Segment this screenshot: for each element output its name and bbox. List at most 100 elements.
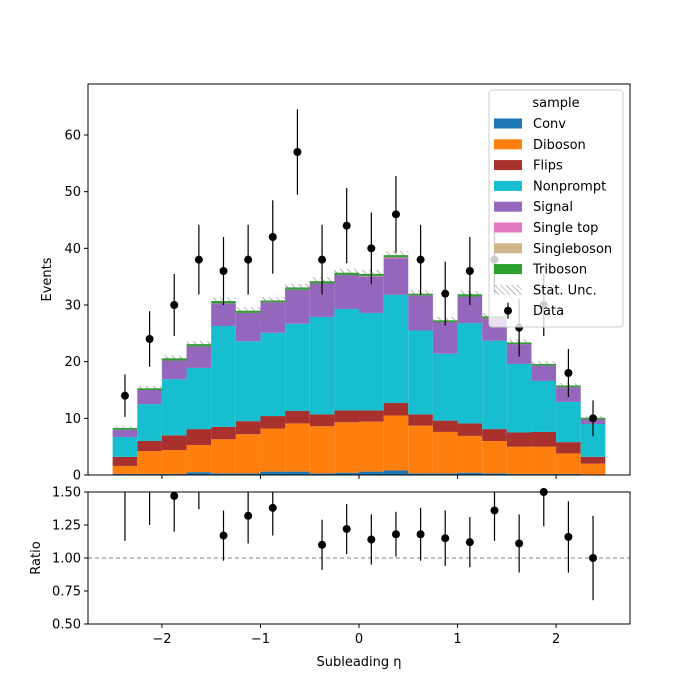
bar-flips-5: [235, 421, 261, 435]
bar-flips-6: [260, 416, 286, 429]
data-marker-1: [145, 335, 154, 343]
bar-diboson-16: [506, 446, 532, 474]
legend-title: sample: [532, 96, 579, 111]
bar-signal-3: [186, 346, 212, 368]
bar-diboson-3: [186, 444, 212, 473]
legend-swatch: [494, 160, 522, 171]
legend-swatch: [494, 264, 522, 275]
ratio-marker-2: [170, 491, 179, 500]
bar-flips-9: [334, 410, 359, 423]
bar-nonprompt-16: [506, 363, 532, 433]
ratio-point-14: [465, 517, 474, 568]
bar-flips-14: [457, 423, 483, 436]
legend-label: Nonprompt: [533, 179, 606, 194]
bar-flips-1: [137, 441, 162, 452]
stacked-bars: [112, 255, 606, 475]
bar-conv-6: [260, 471, 286, 475]
bar-nonprompt-3: [186, 367, 212, 430]
bar-nonprompt-13: [432, 353, 458, 421]
legend-item-signal: Signal: [494, 200, 573, 215]
bar-conv-2: [161, 473, 187, 475]
main-x-ticks: [161, 475, 557, 479]
ratio-point-19: [589, 515, 598, 601]
legend-label: Diboson: [533, 138, 586, 153]
ratio-marker-4: [219, 531, 228, 540]
ratio-marker-6: [268, 503, 277, 512]
legend-label: Signal: [533, 200, 573, 215]
legend-label: Flips: [533, 159, 563, 174]
legend-label: Stat. Unc.: [533, 283, 597, 298]
legend-label: Triboson: [532, 263, 587, 278]
ratio-point-4: [219, 510, 228, 561]
ratio-y-tick-label: 1.00: [52, 552, 81, 567]
legend-item-triboson: Triboson: [494, 263, 587, 278]
stat-unc-band-11: [383, 251, 409, 260]
ratio-y-tick-label: 0.50: [52, 618, 81, 633]
ratio-y-tick-label: 1.25: [52, 519, 81, 534]
bar-flips-19: [580, 456, 606, 464]
main-plot: 0 10 20 30 40 50 60 Events: [40, 83, 631, 484]
bar-conv-4: [211, 473, 236, 475]
bar-diboson-11: [383, 415, 409, 471]
bar-flips-18: [556, 442, 581, 454]
bar-diboson-5: [235, 434, 261, 474]
ratio-y-axis-label: Ratio: [29, 541, 44, 574]
bar-nonprompt-15: [482, 340, 507, 430]
data-point-3: [194, 224, 203, 295]
bar-flips-16: [506, 432, 532, 447]
bar-flips-4: [211, 426, 236, 440]
x-tick-label: 0: [355, 632, 363, 647]
bar-nonprompt-17: [531, 380, 557, 432]
ratio-point-6: [268, 492, 277, 536]
ratio-point-2: [170, 491, 179, 532]
bar-flips-17: [531, 431, 557, 447]
ratio-point-11: [391, 511, 400, 557]
legend-swatch: [494, 243, 522, 254]
ratio-point-5: [244, 492, 253, 544]
bar-flips-8: [309, 414, 335, 427]
bar-diboson-6: [260, 428, 286, 472]
legend-label: Data: [533, 304, 564, 319]
stat-unc-band-1: [137, 386, 162, 391]
main-y-tick-label: 10: [64, 412, 81, 427]
legend-label: Conv: [533, 117, 566, 132]
ratio-point-15: [490, 492, 499, 541]
bar-conv-3: [186, 472, 212, 475]
main-y-axis-label: Events: [40, 257, 55, 301]
bar-nonprompt-4: [211, 325, 236, 427]
bar-diboson-13: [432, 431, 458, 474]
bar-nonprompt-9: [334, 308, 359, 411]
bar-conv-5: [235, 473, 261, 475]
data-marker-4: [219, 267, 228, 275]
bar-flips-11: [383, 403, 409, 416]
ratio-marker-11: [391, 530, 400, 539]
data-point-11: [391, 175, 400, 253]
data-point-18: [564, 348, 573, 398]
data-marker-5: [244, 255, 253, 264]
legend-label: Single top: [533, 221, 598, 236]
bar-flips-12: [408, 414, 433, 426]
ratio-point-8: [318, 519, 327, 570]
bar-diboson-19: [580, 463, 606, 475]
legend-item-nonprompt: Nonprompt: [494, 179, 606, 194]
bar-signal-9: [334, 274, 359, 309]
ratio-point-12: [416, 507, 425, 561]
bar-diboson-1: [137, 451, 162, 474]
x-axis-label: Subleading η: [316, 655, 401, 670]
data-marker-10: [367, 244, 376, 253]
data-marker-3: [194, 255, 203, 264]
bar-nonprompt-2: [161, 379, 187, 436]
ratio-point-9: [342, 503, 351, 555]
bar-nonprompt-10: [359, 312, 384, 411]
x-tick-label: −2: [152, 632, 171, 647]
data-point-4: [219, 237, 228, 305]
data-point-19: [589, 400, 598, 437]
bar-nonprompt-12: [408, 330, 433, 415]
legend-item-data: Data: [504, 302, 564, 319]
bar-signal-6: [260, 302, 286, 333]
bar-signal-5: [235, 312, 261, 342]
ratio-marker-14: [465, 538, 474, 547]
bar-nonprompt-0: [112, 437, 138, 457]
bar-diboson-14: [457, 435, 483, 473]
